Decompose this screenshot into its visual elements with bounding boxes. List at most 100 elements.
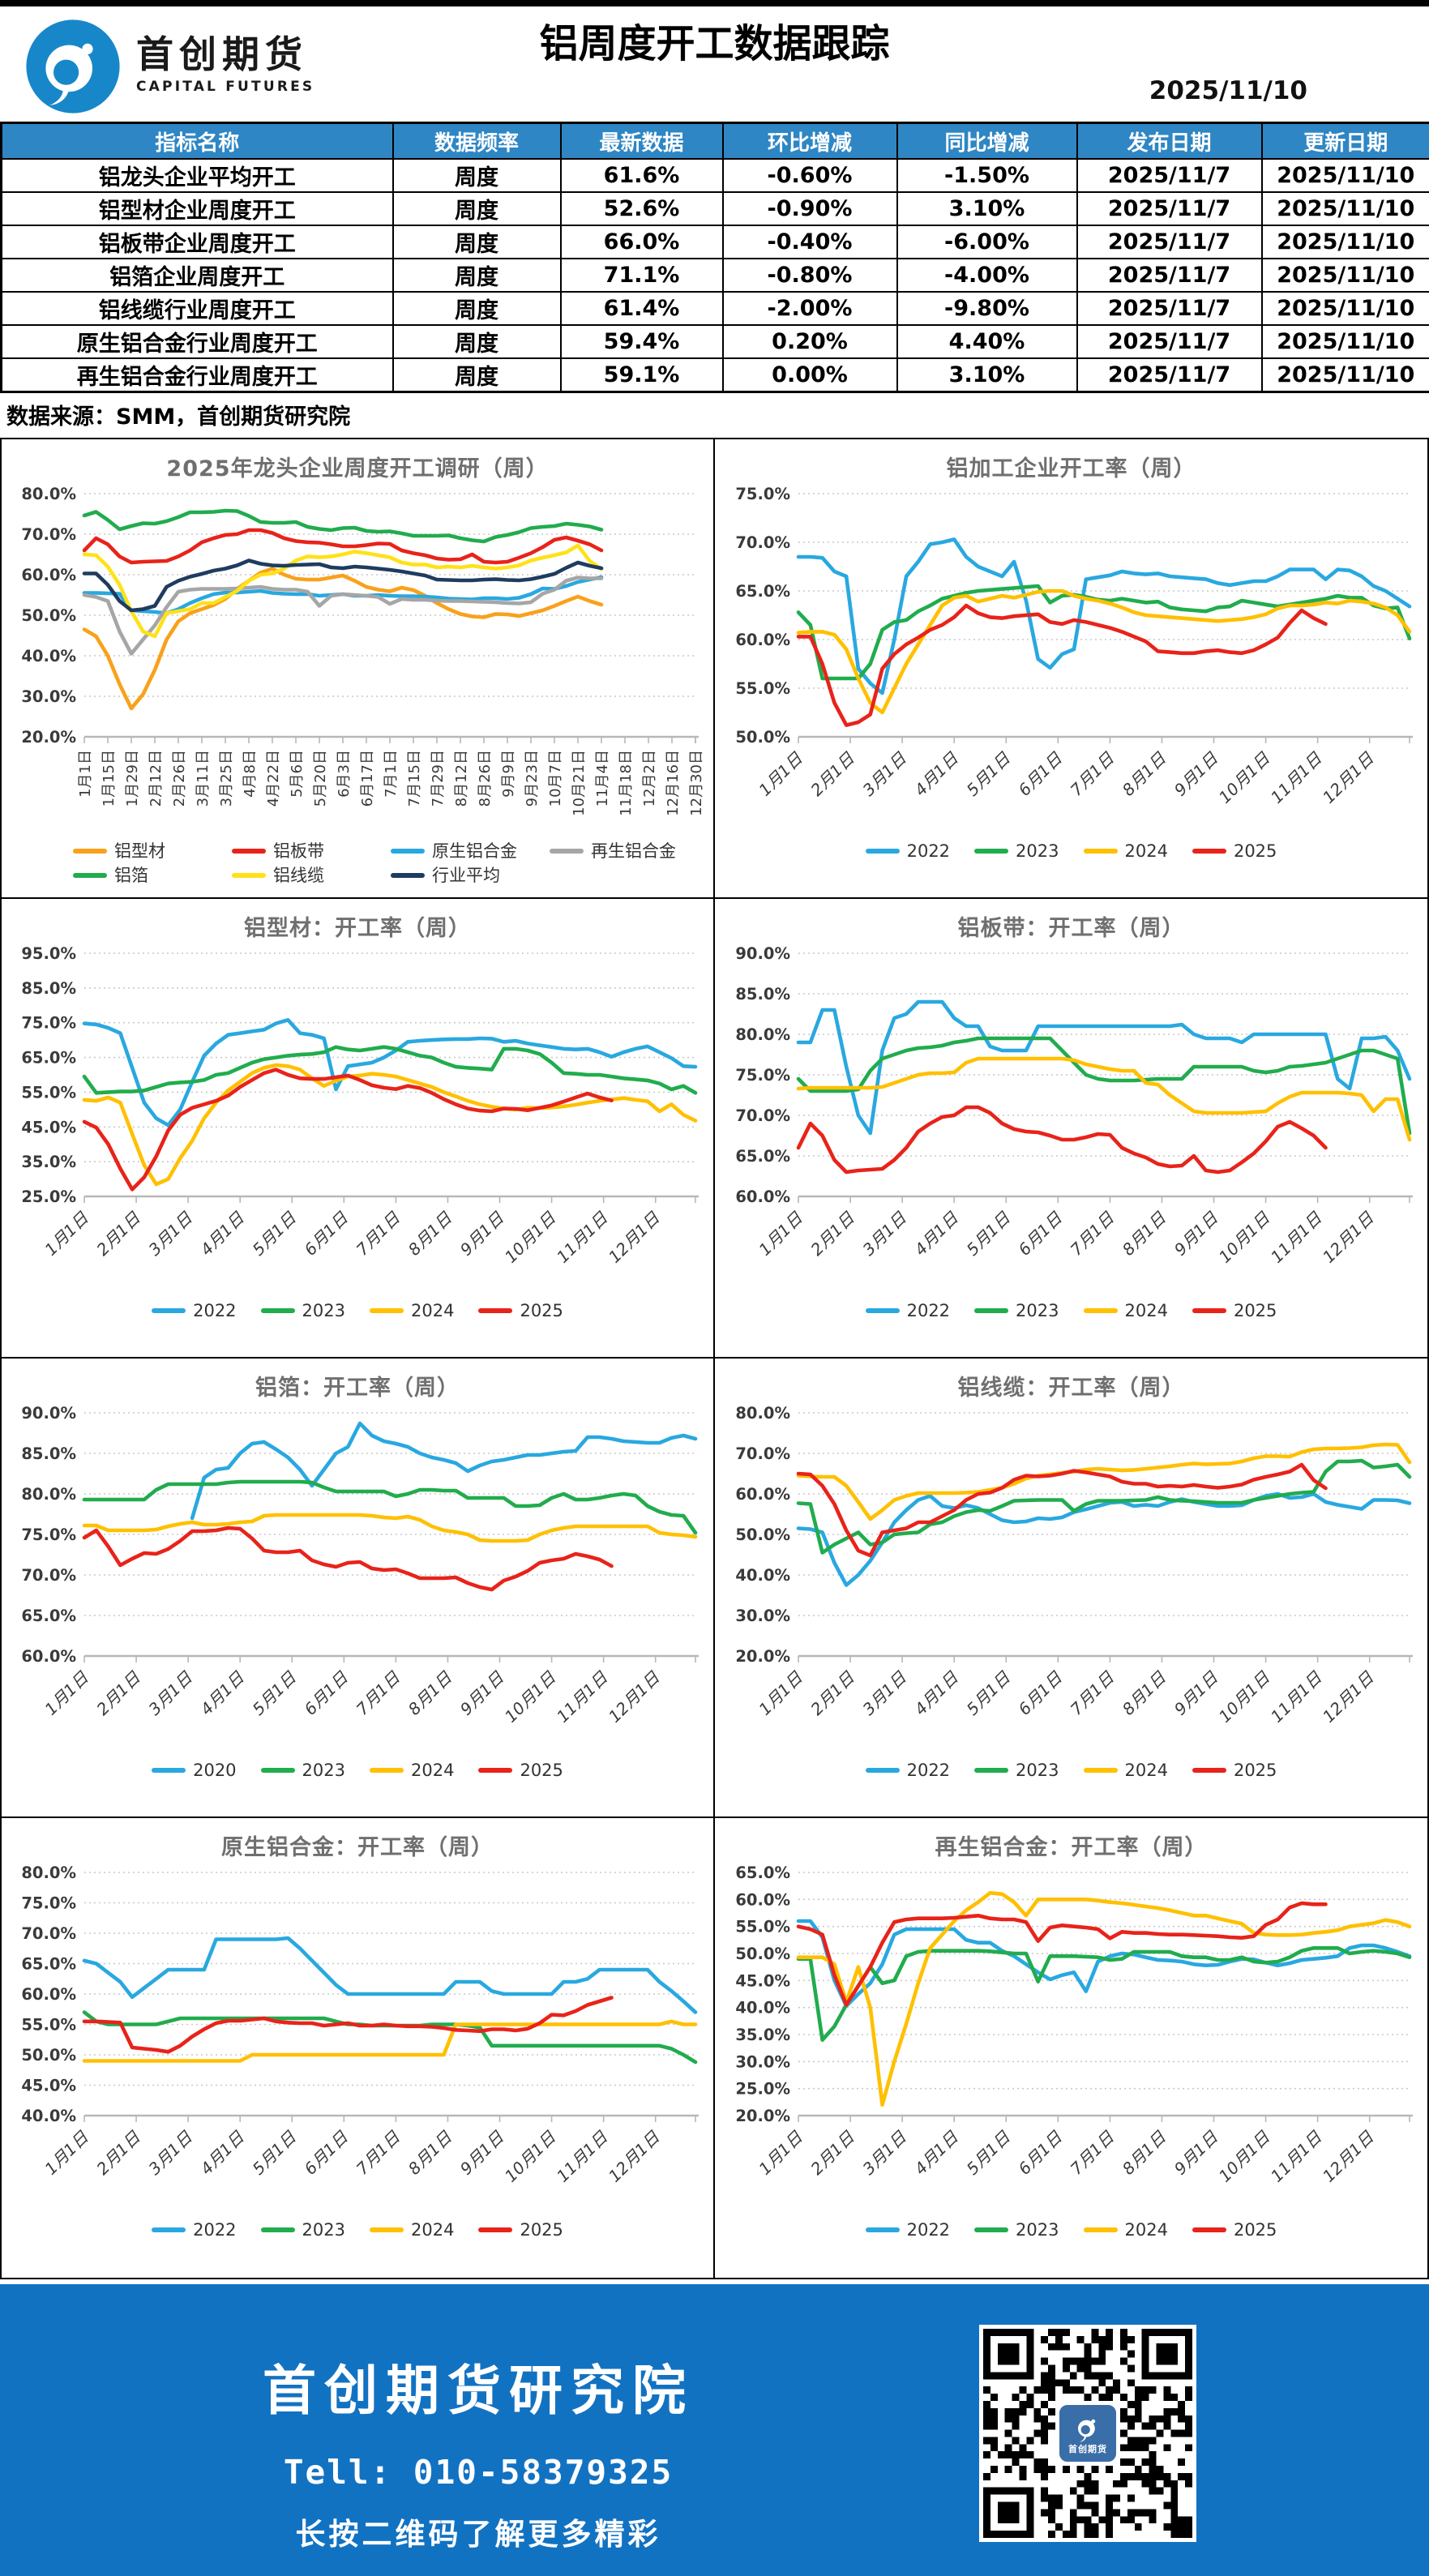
legend-label: 2023 <box>1016 841 1059 861</box>
y-axis-label: 95.0% <box>21 944 76 963</box>
x-axis-label: 7月1日 <box>353 1208 404 1260</box>
x-axis-label: 2月1日 <box>92 1208 144 1260</box>
x-axis-label: 5月1日 <box>962 1208 1014 1260</box>
series-line-2024 <box>82 1063 698 1187</box>
x-axis-label: 8月1日 <box>1118 2127 1170 2179</box>
chart-title: 铝箔：开工率（周） <box>255 1376 460 1401</box>
series-line-铝板带 <box>82 528 604 565</box>
y-axis-label: 65.0% <box>735 1147 790 1166</box>
y-axis-label: 65.0% <box>21 1955 76 1974</box>
legend-swatch-icon <box>152 2227 186 2232</box>
legend-item-2024: 2024 <box>1083 1758 1168 1782</box>
legend-swatch-icon <box>478 1768 513 1773</box>
x-axis-label: 3月1日 <box>858 1667 910 1719</box>
y-axis-label: 85.0% <box>21 979 76 998</box>
x-axis-label: 6月1日 <box>1014 1208 1066 1260</box>
y-axis-label: 70.0% <box>21 1566 76 1585</box>
page-title: 铝周度开工数据跟踪 <box>539 21 890 66</box>
x-axis-label: 11月18日 <box>618 750 635 816</box>
chart-panel-foil: 铝箔：开工率（周） 60.0% 65.0% 70.0% 75.0% 80.0% 85.0% 9… <box>2 1359 715 1818</box>
table-cell: 52.6% <box>559 191 724 226</box>
legend-swatch-icon <box>865 1308 900 1313</box>
x-axis-label: 6月1日 <box>301 2127 353 2179</box>
x-axis-label: 7月1日 <box>1066 2127 1118 2179</box>
table-row: 原生铝合金行业周度开工 周度 59.4% 0.20% 4.40% 2025/11/7 202… <box>0 324 1429 359</box>
legend-item-铝线缆: 铝线缆 <box>232 863 391 888</box>
chart-title: 铝板带：开工率（周） <box>957 916 1185 941</box>
legend-swatch-icon <box>370 1768 404 1773</box>
series-line-2023 <box>796 1946 1411 2042</box>
chart-legend: 2022 2023 2024 2025 <box>715 1299 1427 1323</box>
series-line-铝型材 <box>82 567 604 711</box>
x-axis-label: 5月6日 <box>289 750 306 798</box>
table-row: 铝型材企业周度开工 周度 52.6% -0.90% 3.10% 2025/11/7 2025… <box>0 191 1429 226</box>
legend-swatch-icon <box>1083 1768 1118 1773</box>
x-axis-label: 2月26日 <box>171 750 188 807</box>
chart-panel-primary-alloy: 原生铝合金：开工率（周） 40.0% 45.0% 50.0% 55.0% 60.0% 65.… <box>2 1818 715 2278</box>
chart-legend: 2022 2023 2024 2025 <box>2 1299 713 1323</box>
legend-swatch-icon <box>1192 2227 1226 2232</box>
table-cell: -0.60% <box>721 158 898 193</box>
y-axis-label: 80.0% <box>735 1404 790 1423</box>
legend-swatch-icon <box>370 2227 404 2232</box>
legend-swatch-icon <box>260 1768 295 1773</box>
legend-item-行业平均: 行业平均 <box>391 863 550 888</box>
x-axis-label: 4月1日 <box>910 1208 962 1260</box>
x-axis-label: 2月1日 <box>806 1208 858 1260</box>
y-axis-label: 70.0% <box>735 1444 790 1463</box>
x-axis-label: 5月20日 <box>312 750 329 807</box>
x-axis-label: 7月1日 <box>383 750 400 798</box>
table-row: 铝龙头企业平均开工 周度 61.6% -0.60% -1.50% 2025/11/7 202… <box>0 158 1429 193</box>
chart-panel-leading-survey: 2025年龙头企业周度开工调研（周） 20.0% 30.0% 40.0% 50.0% 60… <box>2 439 715 899</box>
y-axis-label: 40.0% <box>21 2107 76 2125</box>
x-axis-label: 3月1日 <box>858 748 910 800</box>
report-header: 首创期货 CAPITAL FUTURES 铝周度开工数据跟踪 2025/11/1… <box>0 6 1429 122</box>
x-axis-label: 12月1日 <box>605 1208 664 1267</box>
table-row: 铝板带企业周度开工 周度 66.0% -0.40% -6.00% 2025/11/7 202… <box>0 225 1429 259</box>
x-axis-label: 6月1日 <box>1014 1667 1066 1719</box>
x-axis-label: 9月1日 <box>1170 2127 1221 2179</box>
x-axis-label: 12月2日 <box>641 750 658 807</box>
y-axis-label: 30.0% <box>735 2052 790 2071</box>
table-cell: 2025/11/10 <box>1260 158 1429 193</box>
chart-svg: 25.0% 35.0% 45.0% 55.0% 65.0% 75.0% 85.0% 95.0%… <box>21 944 699 1267</box>
y-axis-label: 50.0% <box>735 728 790 747</box>
x-axis-label: 3月1日 <box>144 2127 196 2179</box>
table-cell: 2025/11/7 <box>1076 324 1263 359</box>
table-cell: -4.00% <box>896 258 1078 293</box>
legend-label: 2024 <box>1124 2220 1168 2240</box>
x-axis-label: 4月1日 <box>196 1667 248 1719</box>
table-cell: 59.1% <box>559 357 724 393</box>
chart-panel-secondary-alloy: 再生铝合金：开工率（周） 20.0% 25.0% 30.0% 35.0% 40.0% 45.… <box>715 1818 1427 2278</box>
legend-label: 2022 <box>906 841 951 861</box>
y-axis-label: 75.0% <box>735 1066 790 1085</box>
legend-swatch-icon <box>478 2227 513 2232</box>
table-row: 铝线缆行业周度开工 周度 61.4% -2.00% -9.80% 2025/11/7 202… <box>0 291 1429 326</box>
table-cell: 周度 <box>391 291 562 326</box>
legend-label: 2023 <box>1016 2220 1059 2240</box>
x-axis-label: 10月21日 <box>571 750 588 816</box>
legend-swatch-icon <box>232 849 266 854</box>
x-axis-label: 10月1日 <box>1214 1208 1273 1267</box>
x-axis-label: 3月25日 <box>218 750 235 807</box>
x-axis-label: 5月1日 <box>962 2127 1014 2179</box>
legend-item-2023: 2023 <box>260 1299 345 1323</box>
legend-item-2022: 2022 <box>152 2218 237 2242</box>
x-axis-label: 10月7日 <box>547 750 564 807</box>
table-cell: 2025/11/10 <box>1260 191 1429 226</box>
company-name-en: CAPITAL FUTURES <box>136 78 315 95</box>
table-cell: 周度 <box>391 258 562 293</box>
table-cell: 2025/11/10 <box>1260 258 1429 293</box>
legend-item-2023: 2023 <box>260 2218 345 2242</box>
legend-item-2025: 2025 <box>1192 1758 1277 1782</box>
table-cell: 66.0% <box>559 225 724 259</box>
legend-item-2023: 2023 <box>974 1299 1059 1323</box>
chart-legend: 铝型材 铝板带 原生铝合金 再生铝合金 铝箔 铝线缆 行业平均 <box>73 839 713 888</box>
x-axis-label: 1月1日 <box>41 1208 92 1260</box>
legend-label: 2023 <box>1016 1301 1059 1320</box>
y-axis-label: 60.0% <box>21 1985 76 2004</box>
chart-legend: 2022 2023 2024 2025 <box>2 2218 713 2242</box>
y-axis-label: 40.0% <box>21 647 76 665</box>
table-cell: 铝龙头企业平均开工 <box>0 158 394 193</box>
